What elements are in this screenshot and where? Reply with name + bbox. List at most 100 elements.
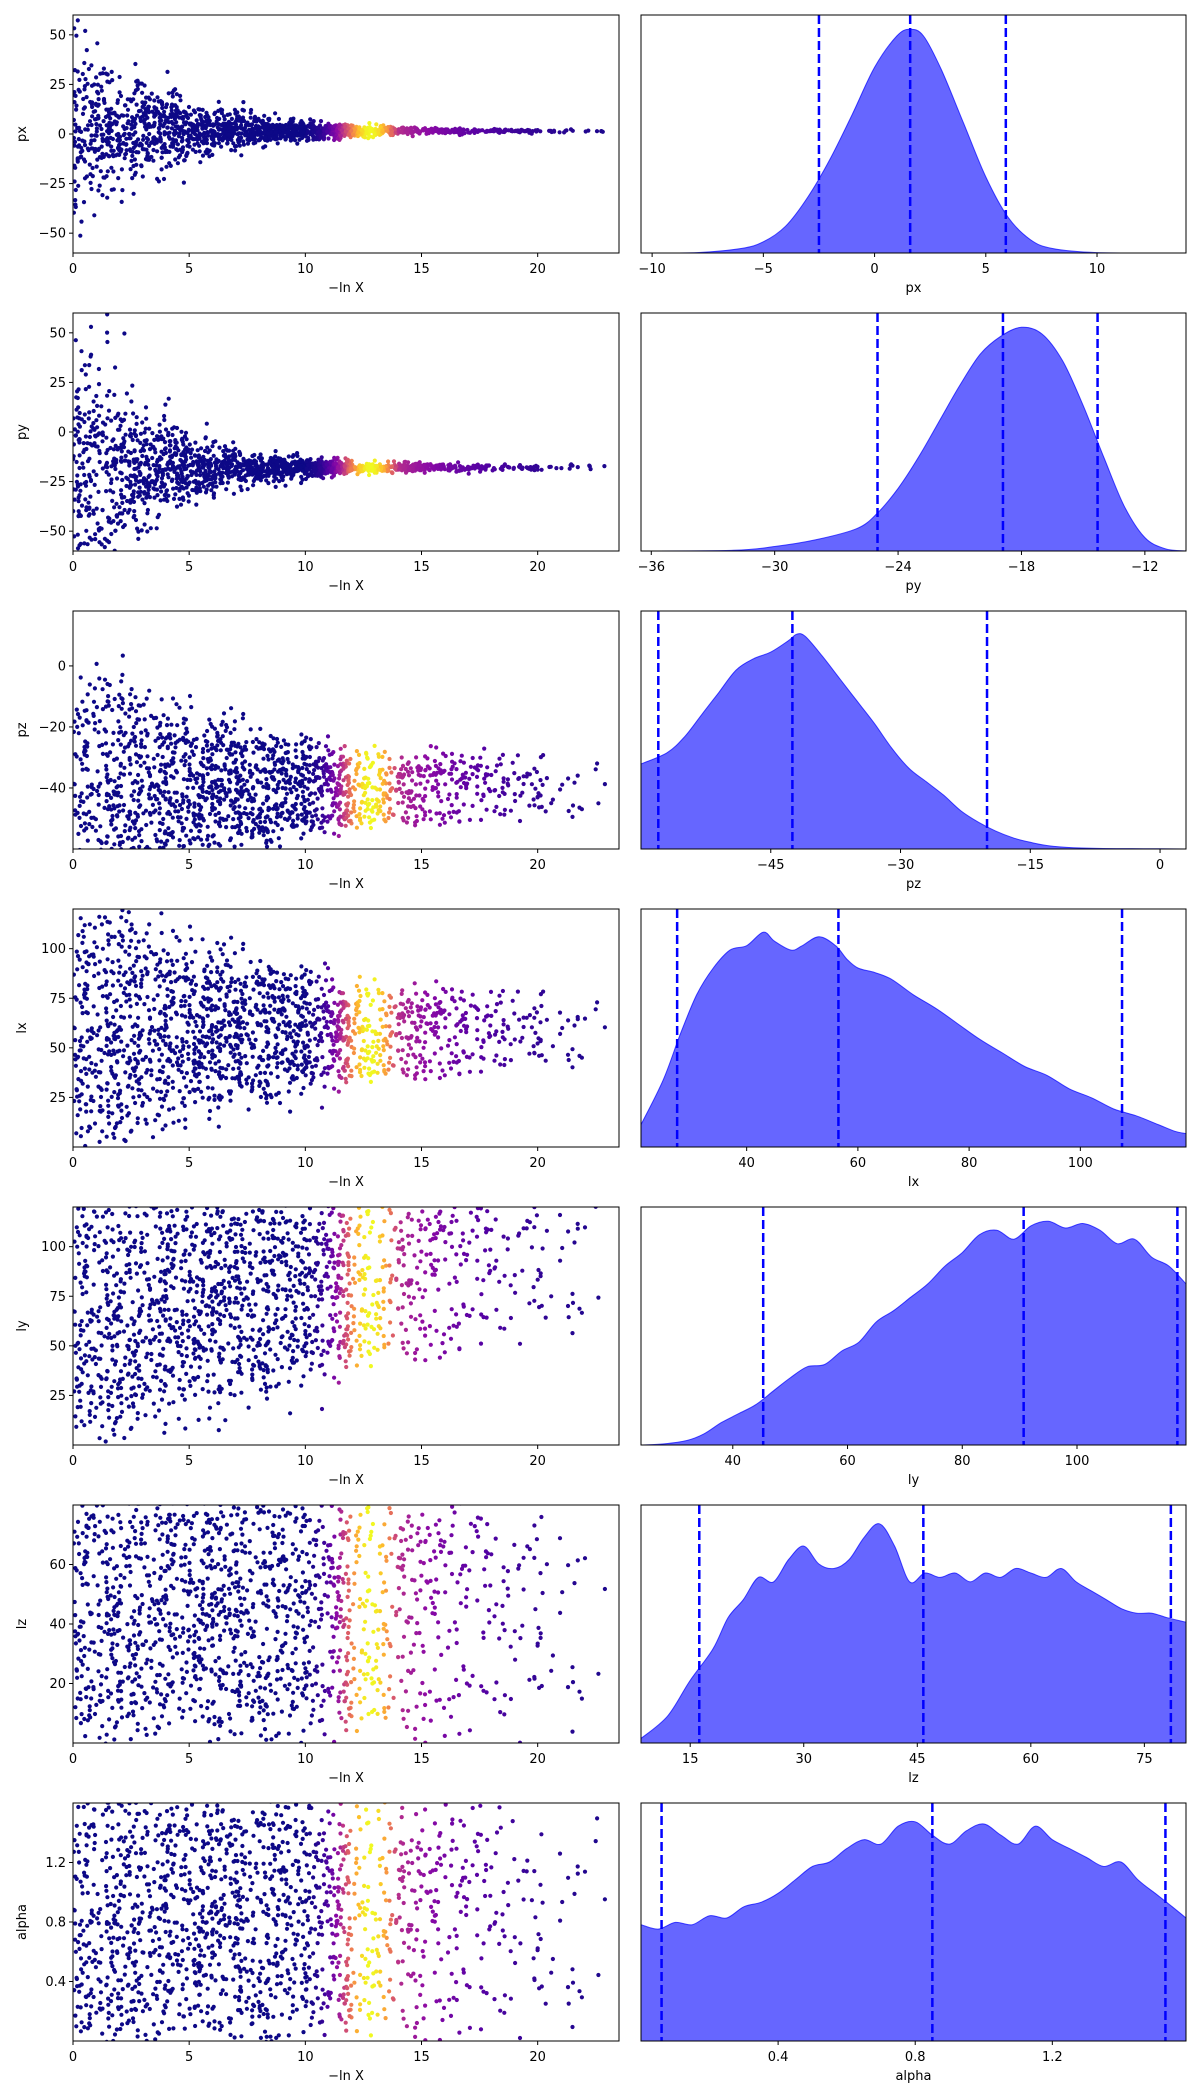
run-pz-point bbox=[77, 803, 82, 809]
run-pz-point bbox=[158, 720, 163, 726]
run-pz-point bbox=[447, 792, 452, 797]
run-py-point bbox=[204, 421, 209, 426]
run-py-point bbox=[177, 496, 182, 501]
run-pz-point bbox=[286, 742, 291, 747]
run-pz-point bbox=[287, 815, 292, 821]
run-pz-point bbox=[205, 837, 210, 842]
run-pz-point bbox=[307, 763, 312, 768]
run-px-point bbox=[181, 180, 186, 185]
run-pz-point bbox=[116, 719, 121, 724]
run-pz-point bbox=[205, 748, 211, 753]
run-py-point bbox=[120, 500, 125, 505]
run-pz-point bbox=[320, 793, 325, 798]
run-px-point bbox=[121, 113, 126, 118]
run-pz-point bbox=[88, 878, 92, 882]
run-px-point bbox=[186, 127, 191, 132]
run-pz-point bbox=[228, 780, 233, 785]
run-py-point bbox=[185, 491, 190, 496]
run-pz-point bbox=[336, 833, 341, 839]
run-px-point bbox=[197, 133, 202, 138]
run-pz-point bbox=[414, 793, 419, 798]
run-py-point bbox=[113, 365, 118, 370]
run-px-point bbox=[518, 128, 523, 133]
run-py-point bbox=[243, 478, 248, 484]
run-py-point bbox=[89, 352, 94, 357]
run-pz-point bbox=[80, 699, 85, 704]
run-py-point bbox=[114, 513, 119, 518]
run-px-point bbox=[128, 147, 133, 152]
run-py-point bbox=[220, 470, 225, 475]
run-pz-point bbox=[259, 780, 264, 785]
run-px-point bbox=[233, 148, 238, 153]
run-pz-point bbox=[157, 745, 162, 750]
run-py-point bbox=[355, 472, 360, 477]
run-py-point bbox=[342, 464, 347, 469]
run-pz-point bbox=[215, 743, 220, 748]
run-py-point bbox=[313, 462, 318, 467]
run-py-point bbox=[251, 483, 256, 488]
run-px-xtick-label: 0 bbox=[69, 262, 77, 277]
run-pz-point bbox=[119, 853, 123, 857]
run-py-point bbox=[137, 571, 141, 575]
run-pz-point bbox=[112, 885, 116, 889]
run-pz-point bbox=[205, 824, 210, 829]
run-pz-point bbox=[118, 725, 123, 730]
run-px-point bbox=[284, 130, 289, 135]
run-pz-point bbox=[84, 856, 88, 860]
posterior-py-axes-frame bbox=[640, 312, 1187, 552]
run-pz-point bbox=[406, 773, 412, 778]
run-pz-point bbox=[196, 835, 201, 840]
run-py-point bbox=[163, 450, 168, 456]
run-py-point bbox=[144, 416, 149, 421]
run-px-point bbox=[389, 130, 394, 136]
run-py-point bbox=[194, 502, 199, 507]
run-pz-point bbox=[193, 745, 199, 750]
run-pz-point bbox=[200, 795, 206, 800]
run-py-point bbox=[165, 472, 170, 477]
run-pz-point bbox=[304, 735, 309, 740]
run-pz-point bbox=[75, 712, 81, 717]
run-py-point bbox=[105, 416, 110, 421]
run-px-point bbox=[102, 100, 107, 105]
run-py-point bbox=[206, 450, 211, 455]
run-px-point bbox=[117, 90, 122, 95]
run-pz-point bbox=[500, 790, 505, 795]
run-px-point bbox=[180, 124, 185, 129]
run-pz-point bbox=[543, 809, 548, 814]
run-py-point bbox=[490, 468, 495, 473]
run-px-point bbox=[159, 155, 164, 160]
run-pz-point bbox=[283, 800, 288, 805]
run-pz-point bbox=[494, 763, 500, 768]
run-py-point bbox=[422, 470, 427, 475]
run-pz-point bbox=[414, 818, 419, 824]
run-px-point bbox=[367, 121, 372, 126]
run-px-point bbox=[192, 128, 197, 133]
run-py-point bbox=[575, 465, 580, 470]
run-px-point bbox=[195, 128, 200, 133]
run-py-point bbox=[99, 404, 104, 409]
run-px-point bbox=[73, 117, 76, 123]
run-pz-point bbox=[136, 772, 141, 778]
run-py-point bbox=[94, 393, 99, 399]
run-px-point bbox=[138, 108, 143, 113]
run-pz-point bbox=[291, 784, 296, 790]
run-pz-point bbox=[261, 756, 266, 761]
run-px-point bbox=[143, 111, 148, 116]
run-pz-point bbox=[132, 821, 137, 826]
run-px-point bbox=[90, 114, 95, 119]
run-py-point bbox=[104, 435, 109, 440]
run-pz-point bbox=[167, 798, 172, 803]
run-px-point bbox=[111, 154, 116, 159]
run-py-point bbox=[128, 473, 133, 478]
run-py-point bbox=[112, 392, 117, 397]
run-py-point bbox=[511, 465, 516, 470]
run-pz-point bbox=[187, 755, 192, 760]
run-pz-point bbox=[232, 719, 237, 724]
run-pz-point bbox=[323, 744, 329, 749]
run-px-point bbox=[215, 132, 220, 137]
run-py-point bbox=[333, 457, 338, 462]
run-pz-point bbox=[338, 786, 343, 792]
run-px-point bbox=[73, 210, 76, 215]
run-pz-point bbox=[76, 831, 81, 837]
run-pz-point bbox=[421, 817, 426, 822]
